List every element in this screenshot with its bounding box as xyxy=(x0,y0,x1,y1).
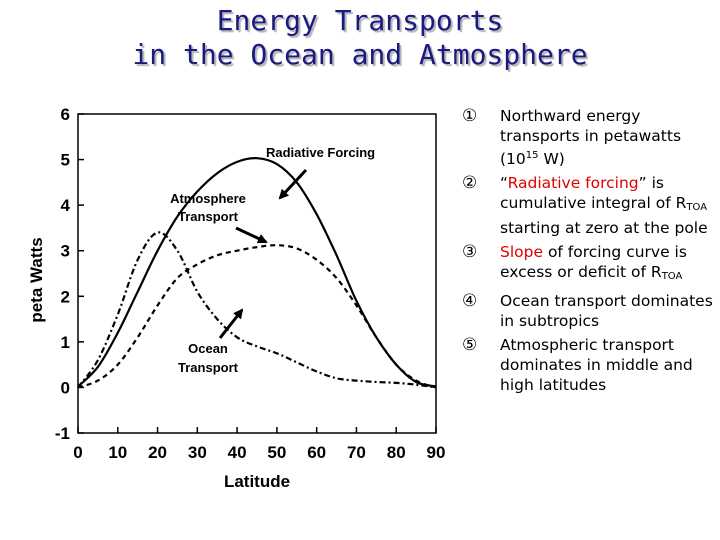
ocean-transport-arrow xyxy=(218,308,244,339)
note-subscript: TOA xyxy=(661,271,683,282)
note-item: ⑤ Atmospheric transport dominates in mid… xyxy=(462,335,720,395)
notes-list: ① Northward energy transports in petawat… xyxy=(462,106,720,399)
x-axis-ticks: 0 10 20 30 40 50 60 70 80 90 xyxy=(73,427,445,462)
note-text: starting at zero at the pole xyxy=(500,219,708,237)
y-tick-label: 4 xyxy=(61,196,71,215)
y-axis-label: peta Watts xyxy=(27,237,46,322)
x-tick-label: 50 xyxy=(267,443,286,462)
radiative-forcing-arrow xyxy=(278,168,308,200)
series-line-atmosphere-transport xyxy=(77,244,437,389)
x-tick-label: 10 xyxy=(108,443,127,462)
note-number: ① xyxy=(462,106,478,126)
ocean-transport-label-line-2: Transport xyxy=(178,360,239,375)
note-text: W) xyxy=(538,150,565,168)
y-tick-label: 3 xyxy=(61,242,70,261)
x-tick-label: 20 xyxy=(148,443,167,462)
note-number: ③ xyxy=(462,242,478,262)
note-superscript: 15 xyxy=(525,150,539,161)
note-highlight: Slope xyxy=(500,243,544,261)
radiative-forcing-label: Radiative Forcing xyxy=(266,145,375,160)
y-tick-label: -1 xyxy=(55,424,70,443)
note-number: ② xyxy=(462,173,478,193)
note-text: Atmospheric transport dominates in middl… xyxy=(500,336,693,394)
slide-title: Energy Transports in the Ocean and Atmos… xyxy=(0,4,720,72)
note-text: Northward energy transports in petawatts… xyxy=(500,107,682,168)
y-axis-ticks: -1 0 1 2 3 4 5 6 xyxy=(55,105,84,443)
y-tick-label: 1 xyxy=(61,333,70,352)
note-subscript: TOA xyxy=(686,202,708,213)
series-line-ocean-transport xyxy=(77,231,437,389)
note-text: Ocean transport dominates in subtropics xyxy=(500,292,713,330)
x-tick-label: 80 xyxy=(387,443,406,462)
plot-frame xyxy=(77,113,437,434)
y-tick-label: 0 xyxy=(61,378,70,397)
atmosphere-transport-label-line-1: Atmosphere xyxy=(170,191,246,206)
note-text: of forcing curve is excess or deficit of… xyxy=(500,243,687,281)
x-tick-label: 90 xyxy=(427,443,446,462)
x-axis-label: Latitude xyxy=(224,472,290,491)
note-highlight: Radiative forcing xyxy=(507,174,639,192)
note-item: ② “Radiative forcing” is cumulative inte… xyxy=(462,173,720,238)
x-tick-label: 30 xyxy=(188,443,207,462)
y-tick-label: 6 xyxy=(61,105,70,124)
note-number: ④ xyxy=(462,291,478,311)
series-layer xyxy=(77,157,437,389)
title-line-1: Energy Transports xyxy=(216,4,504,37)
note-number: ⑤ xyxy=(462,335,478,355)
note-item: ④ Ocean transport dominates in subtropic… xyxy=(462,291,720,331)
note-item: ③ Slope of forcing curve is excess or de… xyxy=(462,242,720,287)
y-tick-label: 5 xyxy=(61,151,70,170)
ocean-transport-label-line-1: Ocean xyxy=(188,341,228,356)
y-tick-label: 2 xyxy=(61,287,70,306)
note-text: ” is cumulative integral of R xyxy=(500,174,687,212)
x-tick-label: 40 xyxy=(228,443,247,462)
x-tick-label: 0 xyxy=(73,443,82,462)
title-line-2: in the Ocean and Atmosphere xyxy=(132,38,588,71)
x-tick-label: 60 xyxy=(307,443,326,462)
atmosphere-transport-arrow xyxy=(235,226,268,244)
x-tick-label: 70 xyxy=(347,443,366,462)
note-item: ① Northward energy transports in petawat… xyxy=(462,106,720,169)
note-text: “ xyxy=(500,174,508,192)
atmosphere-transport-label-line-2: Transport xyxy=(178,209,239,224)
